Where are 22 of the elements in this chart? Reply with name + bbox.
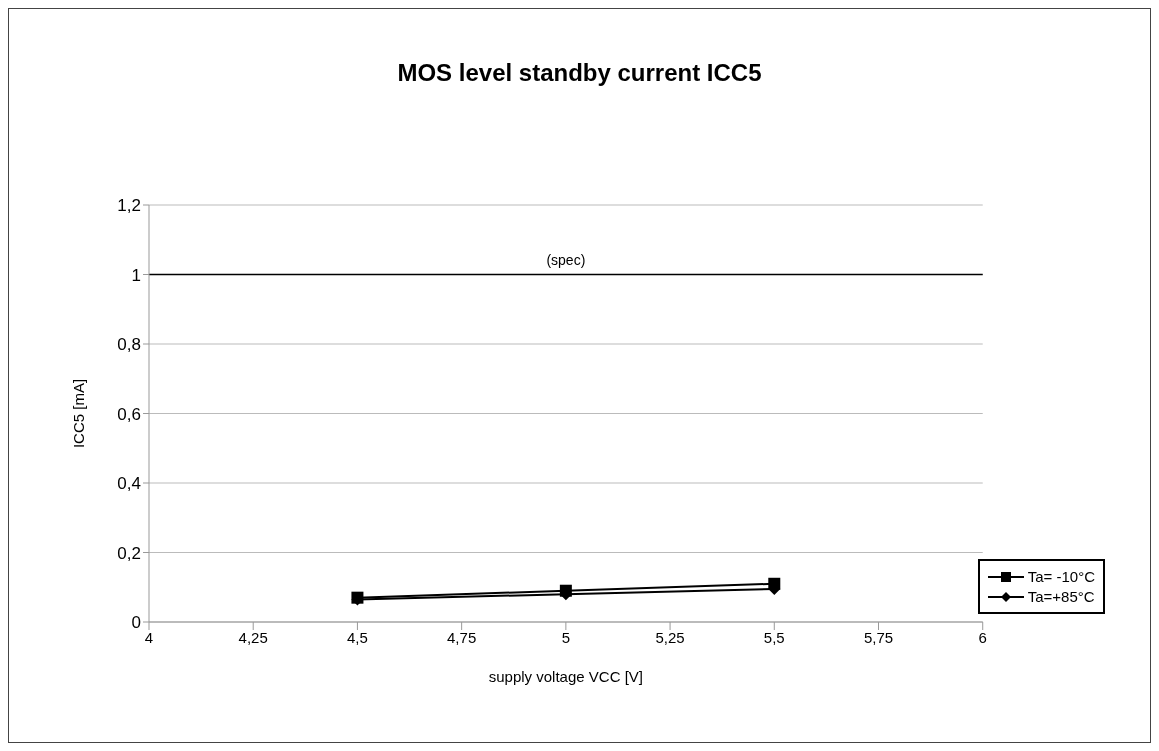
x-tick-label: 4 bbox=[144, 628, 154, 646]
y-tick-label: 0 bbox=[131, 613, 141, 633]
x-tick-label: 5,75 bbox=[863, 628, 894, 646]
y-axis-title: ICC5 [mA] bbox=[70, 378, 88, 449]
x-tick-label: 6 bbox=[978, 628, 987, 646]
x-tick-label: 4,75 bbox=[447, 628, 477, 646]
legend-label: Ta=+85°C bbox=[1027, 588, 1095, 605]
y-tick-label: 1 bbox=[131, 265, 141, 285]
x-tick-label: 4,5 bbox=[347, 628, 368, 646]
x-tick-label: 5,25 bbox=[655, 628, 685, 646]
y-tick-label: 0,6 bbox=[117, 404, 141, 424]
x-tick-label: 5,5 bbox=[763, 628, 785, 646]
legend-label: Ta= -10°C bbox=[1027, 568, 1095, 585]
x-tick-label: 5 bbox=[561, 628, 571, 646]
y-tick-label: 0,2 bbox=[117, 543, 141, 563]
x-tick-label: 4,25 bbox=[238, 628, 268, 646]
ref-line-label: (spec) bbox=[546, 251, 586, 268]
x-axis-title: supply voltage VCC [V] bbox=[488, 668, 643, 685]
y-tick-label: 0,8 bbox=[117, 335, 141, 355]
y-tick-label: 1,2 bbox=[117, 196, 141, 216]
chart-title: MOS level standby current ICC5 bbox=[396, 59, 763, 87]
y-tick-label: 0,4 bbox=[117, 474, 141, 494]
